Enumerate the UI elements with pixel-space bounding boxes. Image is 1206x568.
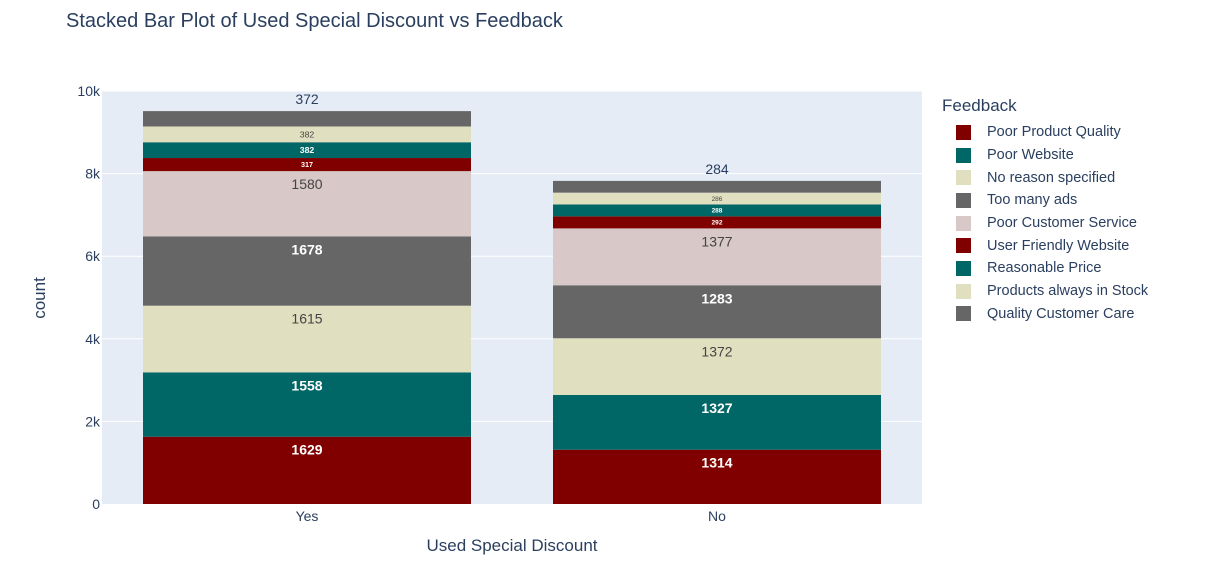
y-tick-label: 6k <box>85 248 101 264</box>
data-label: 1283 <box>701 290 732 306</box>
legend-swatch <box>956 193 971 208</box>
legend-swatch <box>956 148 971 163</box>
y-axis-title: count <box>30 277 50 319</box>
data-label: 1377 <box>701 233 732 249</box>
legend-label: Too many ads <box>987 192 1077 208</box>
legend-label: User Friendly Website <box>987 238 1129 254</box>
legend-item[interactable]: User Friendly Website <box>942 234 1148 257</box>
legend-swatch <box>956 216 971 231</box>
legend-label: No reason specified <box>987 170 1115 186</box>
x-tick-label: No <box>708 508 726 524</box>
legend-label: Quality Customer Care <box>987 306 1134 322</box>
data-label: 1615 <box>291 311 322 327</box>
legend-item[interactable]: Reasonable Price <box>942 257 1148 280</box>
x-tick-label: Yes <box>296 508 319 524</box>
legend-swatch <box>956 125 971 140</box>
legend-swatch <box>956 261 971 276</box>
legend: Feedback Poor Product Quality Poor Websit… <box>942 96 1148 325</box>
legend-swatch <box>956 238 971 253</box>
data-label: 1372 <box>701 343 732 359</box>
legend-item[interactable]: Quality Customer Care <box>942 303 1148 326</box>
legend-item[interactable]: Too many ads <box>942 189 1148 212</box>
data-label: 382 <box>300 129 315 139</box>
data-label: 1314 <box>701 455 732 471</box>
data-label: 317 <box>301 160 313 169</box>
data-label: 382 <box>300 145 315 155</box>
y-tick-label: 4k <box>85 331 101 347</box>
legend-label: Poor Customer Service <box>987 215 1137 231</box>
x-axis-title: Used Special Discount <box>102 536 922 556</box>
legend-swatch <box>956 170 971 185</box>
y-tick-label: 10k <box>77 83 101 99</box>
legend-label: Products always in Stock <box>987 283 1148 299</box>
legend-item[interactable]: Products always in Stock <box>942 280 1148 303</box>
legend-item[interactable]: Poor Product Quality <box>942 121 1148 144</box>
legend-label: Poor Website <box>987 147 1074 163</box>
legend-label: Poor Product Quality <box>987 124 1121 140</box>
data-label: 1558 <box>291 377 322 393</box>
data-label: 1327 <box>701 400 732 416</box>
data-label: 284 <box>705 161 729 177</box>
legend-title: Feedback <box>942 96 1148 116</box>
legend-item[interactable]: No reason specified <box>942 166 1148 189</box>
data-label: 286 <box>712 196 723 203</box>
legend-item[interactable]: Poor Customer Service <box>942 212 1148 235</box>
legend-label: Reasonable Price <box>987 260 1101 276</box>
legend-item[interactable]: Poor Website <box>942 144 1148 167</box>
y-tick-label: 8k <box>85 166 101 182</box>
data-label: 372 <box>295 91 319 107</box>
data-label: 1629 <box>291 442 322 458</box>
y-tick-label: 0 <box>92 496 100 512</box>
data-label: 1580 <box>291 176 322 192</box>
legend-items: Poor Product Quality Poor Website No reaso… <box>942 121 1148 325</box>
y-tick-label: 2k <box>85 413 101 429</box>
legend-swatch <box>956 284 971 299</box>
bar-segment <box>553 181 881 193</box>
data-label: 1678 <box>291 241 322 257</box>
legend-swatch <box>956 306 971 321</box>
data-label: 292 <box>711 220 722 227</box>
data-label: 288 <box>712 208 723 215</box>
bar-segment <box>143 111 471 126</box>
